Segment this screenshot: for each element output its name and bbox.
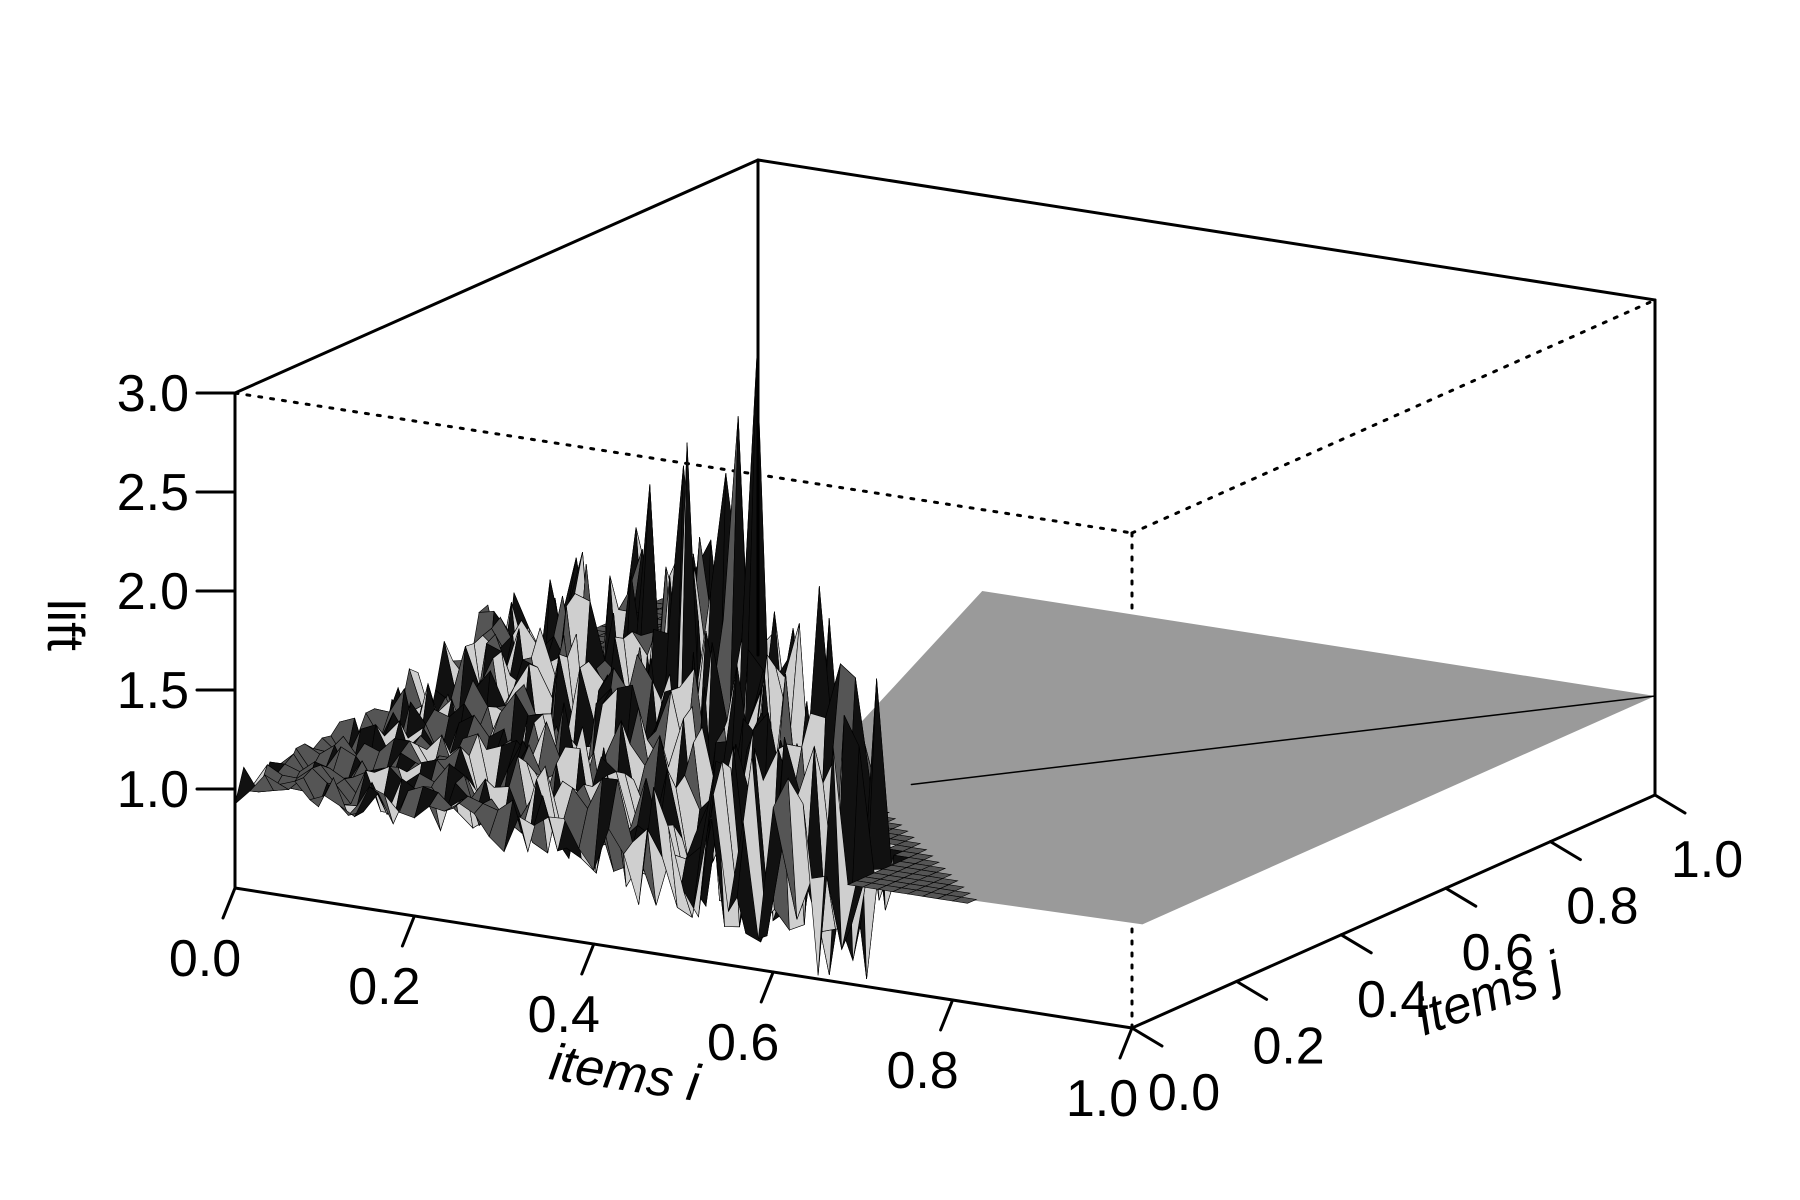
z-tick-label: 1.0: [117, 761, 189, 819]
box-edge-bottom-right: [1130, 793, 1657, 1030]
x-tick-label: 1.0: [1066, 1070, 1138, 1128]
z-axis-title: lift: [36, 599, 94, 652]
y-tick: [1130, 1026, 1164, 1048]
z-tick-label: 2.5: [117, 464, 189, 522]
z-tick-label: 3.0: [117, 365, 189, 423]
box-edge-top-front: [233, 391, 1134, 535]
box-front-edges: [233, 158, 1657, 1030]
x-tick-label: 0.6: [707, 1014, 779, 1072]
z-axis: 1.0 1.5 2.0 2.5 3.0: [117, 365, 237, 819]
x-tick: [759, 970, 775, 1004]
plane-crease: [910, 695, 1656, 786]
x-tick-label: 0.4: [528, 986, 600, 1044]
box-edge-top-right: [1130, 298, 1657, 535]
y-tick-label: 0.4: [1357, 971, 1429, 1029]
surface-facet: [951, 896, 978, 904]
box-edge-bottom-front: [233, 886, 1134, 1030]
x-tick: [939, 998, 955, 1032]
z-tick-label: 2.0: [117, 563, 189, 621]
lift-surface: [234, 355, 1656, 980]
flat-plane: [728, 591, 1655, 925]
x-tick: [1118, 1026, 1134, 1060]
x-axis: 0.0 0.2 0.4 0.6 0.8 1.0: [169, 886, 1138, 1128]
y-tick: [1339, 933, 1373, 955]
x-tick: [221, 886, 237, 920]
x-tick-label: 0.0: [169, 930, 241, 988]
y-tick: [1235, 979, 1269, 1001]
y-tick: [1548, 840, 1582, 862]
y-tick-label: 1.0: [1671, 831, 1743, 889]
y-tick-label: 0.8: [1566, 878, 1638, 936]
y-tick-label: 0.6: [1462, 924, 1534, 982]
y-tick-label: 0.2: [1252, 1017, 1324, 1075]
z-tick-label: 1.5: [117, 662, 189, 720]
x-tick: [580, 942, 596, 976]
box-edge-top-left: [233, 158, 760, 395]
y-tick: [1653, 793, 1687, 815]
y-axis: 0.0 0.2 0.4 0.6 0.8 1.0: [1130, 793, 1743, 1122]
x-axis-title: items i: [546, 1033, 705, 1113]
x-tick: [400, 914, 416, 948]
box-edge-top-back: [756, 158, 1657, 302]
x-tick-label: 0.8: [886, 1042, 958, 1100]
y-tick-label: 0.0: [1148, 1064, 1220, 1122]
y-tick: [1444, 886, 1478, 908]
x-tick-label: 0.2: [348, 958, 420, 1016]
